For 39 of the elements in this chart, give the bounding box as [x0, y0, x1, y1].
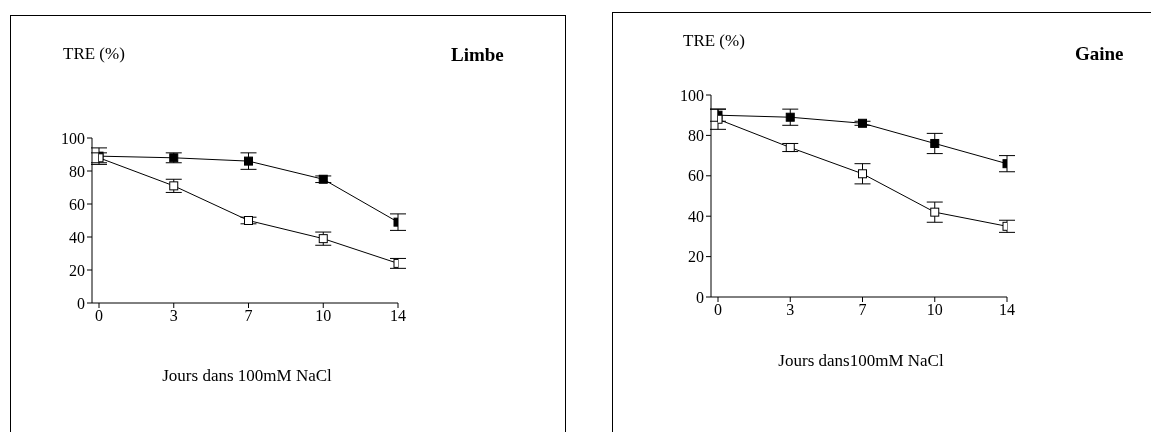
- x-axis-title: Jours dans 100mM NaCl: [161, 366, 333, 386]
- y-tick-label: 60: [688, 167, 704, 185]
- y-tick-label: 20: [688, 248, 704, 266]
- point: [930, 138, 940, 148]
- y-tick-label: 40: [69, 228, 85, 246]
- y-axis-title: TRE (%): [63, 44, 125, 64]
- point: [244, 216, 253, 225]
- y-tick-label: 80: [688, 127, 704, 145]
- point: [244, 156, 253, 166]
- point: [169, 153, 179, 163]
- point: [318, 174, 328, 184]
- y-tick-label: 100: [680, 86, 704, 104]
- point: [930, 207, 940, 217]
- y-tick-label: 40: [688, 207, 704, 225]
- x-axis-title: Jours dans100mM NaCl: [777, 351, 945, 371]
- y-tick-label: 60: [69, 195, 85, 213]
- x-tick-label: 10: [315, 307, 332, 325]
- point: [318, 234, 328, 244]
- point: [785, 112, 795, 122]
- x-tick-label: 7: [244, 307, 253, 325]
- point: [858, 169, 867, 179]
- point: [169, 181, 179, 191]
- x-tick-label: 14: [390, 307, 406, 325]
- x-tick-label: 0: [714, 301, 722, 319]
- point: [785, 143, 795, 153]
- x-tick-label: 0: [95, 307, 103, 325]
- y-tick-label: 100: [61, 129, 85, 147]
- x-tick-label: 14: [999, 301, 1015, 319]
- x-tick-label: 10: [926, 301, 943, 319]
- text: Limbe: [451, 44, 504, 66]
- x-tick-label: 3: [786, 301, 795, 319]
- x-tick-label: 3: [169, 307, 178, 325]
- y-tick-label: 80: [69, 162, 85, 180]
- y-tick-label: 0: [696, 288, 704, 306]
- y-tick-label: 20: [69, 261, 85, 279]
- y-axis-title: TRE (%): [683, 31, 745, 51]
- text: Gaine: [1075, 43, 1124, 65]
- point: [858, 118, 867, 128]
- x-tick-label: 7: [858, 301, 867, 319]
